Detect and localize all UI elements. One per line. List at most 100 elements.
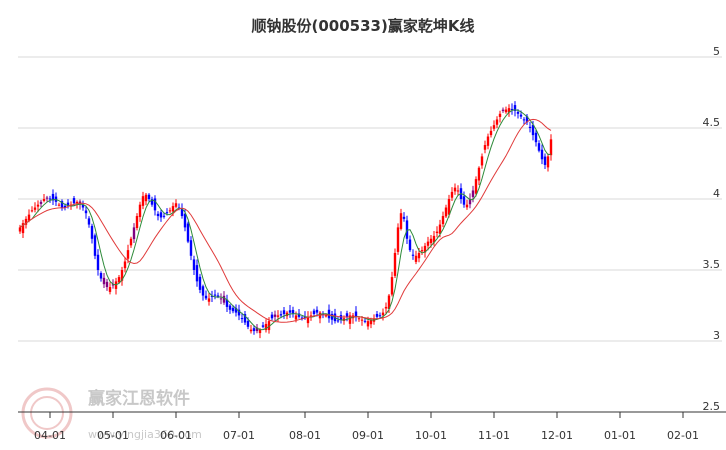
candle: [456, 185, 460, 196]
candle: [390, 271, 394, 297]
candle: [408, 235, 412, 252]
ma-long-line: [19, 118, 552, 323]
y-tick-label: 4.5: [703, 116, 721, 129]
candle: [105, 278, 109, 291]
candle: [474, 176, 478, 197]
candle: [189, 236, 193, 261]
candle: [375, 310, 379, 320]
candle: [351, 312, 355, 324]
candle: [42, 193, 46, 203]
candle: [237, 304, 241, 321]
candle: [504, 106, 508, 114]
candle: [27, 209, 31, 223]
candle: [312, 308, 316, 316]
candle: [141, 191, 145, 210]
candle: [489, 126, 493, 138]
candle: [525, 114, 529, 126]
candle: [153, 195, 157, 216]
candle: [60, 199, 64, 211]
candle: [156, 211, 160, 221]
candle: [546, 153, 550, 172]
candle: [36, 200, 40, 213]
candle: [381, 308, 385, 321]
moving-averages: [19, 109, 552, 331]
candle: [498, 110, 502, 123]
candle: [549, 134, 553, 161]
candle: [318, 311, 322, 324]
candle: [441, 211, 445, 228]
candle: [480, 153, 484, 169]
candle: [93, 233, 97, 260]
candle: [195, 259, 199, 287]
candle: [114, 277, 118, 295]
candle: [393, 248, 397, 278]
candle: [357, 316, 361, 322]
candle: [261, 322, 265, 329]
candle: [96, 249, 100, 276]
candle: [435, 226, 439, 238]
watermark: 赢家江恩软件 www.yingjia360.com: [21, 387, 202, 441]
candle: [348, 311, 352, 330]
candle: [102, 273, 106, 288]
candle: [534, 129, 538, 147]
x-tick-label: 11-01: [478, 429, 510, 442]
candle: [450, 187, 454, 202]
candle: [276, 310, 280, 322]
candle: [378, 312, 382, 319]
watermark-logo-icon: [21, 387, 73, 439]
y-tick-label: 2.5: [703, 400, 721, 413]
watermark-text: 赢家江恩软件: [88, 388, 190, 409]
candle: [84, 205, 88, 219]
y-tick-label: 4: [713, 187, 720, 200]
candle: [24, 216, 28, 229]
x-tick-label: 06-01: [160, 429, 192, 442]
candle: [99, 271, 103, 282]
candle: [132, 223, 136, 243]
candle: [117, 275, 121, 284]
candles: [18, 101, 553, 339]
candle: [138, 201, 142, 222]
candle: [291, 306, 295, 318]
candle: [180, 203, 184, 219]
candle: [414, 250, 418, 265]
candle: [423, 242, 427, 258]
candle: [384, 302, 388, 314]
chart-title: 顺钠股份(000533)赢家乾坤K线: [252, 17, 475, 35]
x-tick-label: 07-01: [223, 429, 255, 442]
candle: [426, 236, 430, 251]
x-tick-label: 02-01: [667, 429, 699, 442]
candle: [240, 312, 244, 323]
x-tick-label: 09-01: [352, 429, 384, 442]
candle: [207, 292, 211, 306]
x-tick-label: 12-01: [541, 429, 573, 442]
candle: [81, 200, 85, 211]
candle: [354, 306, 358, 322]
chart-grid: [18, 56, 722, 342]
candle: [225, 294, 229, 312]
y-tick-label: 5: [713, 45, 720, 58]
candle: [18, 224, 22, 234]
candle: [537, 140, 541, 153]
candle: [501, 107, 505, 113]
candle: [48, 195, 52, 203]
candle: [306, 311, 310, 328]
candle: [144, 192, 148, 206]
candle: [522, 117, 526, 125]
y-tick-label: 3: [713, 329, 720, 342]
candle: [273, 310, 277, 322]
candle: [213, 289, 217, 300]
candle: [282, 306, 286, 319]
candle: [192, 255, 196, 275]
candle: [540, 144, 544, 165]
candle: [198, 273, 202, 294]
candle: [495, 116, 499, 129]
candle: [219, 293, 223, 305]
candle: [33, 202, 37, 213]
candle: [252, 325, 256, 335]
candle: [270, 311, 274, 321]
candle: [186, 221, 190, 244]
y-tick-label: 3.5: [703, 258, 721, 271]
candle: [492, 120, 496, 132]
candle: [486, 133, 490, 150]
candle: [21, 219, 25, 239]
